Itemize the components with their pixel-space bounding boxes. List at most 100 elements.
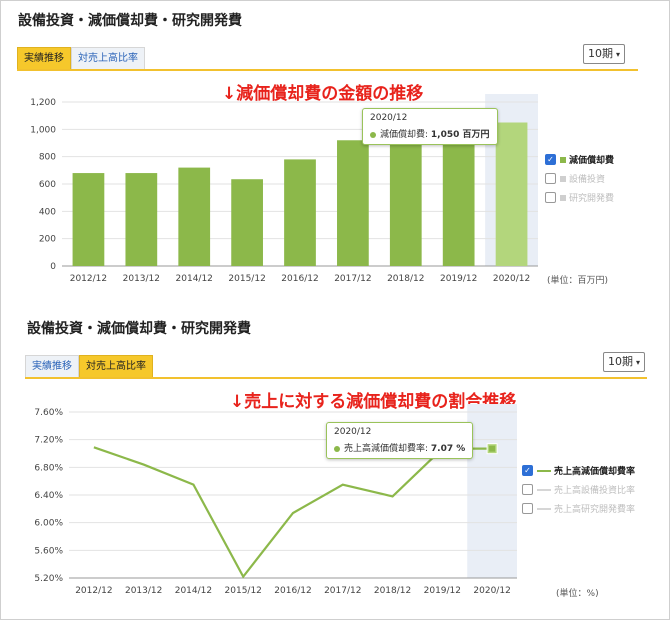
x-tick-label: 2020/12 — [473, 586, 510, 596]
series-line — [93, 446, 444, 579]
tooltip-date: 2020/12 — [334, 427, 372, 437]
x-tick-label: 2019/12 — [424, 586, 461, 596]
x-tick-label: 2014/12 — [176, 274, 213, 284]
tooltip-value: 1,050 百万円 — [430, 130, 490, 140]
annotation-banner: ↓売上に対する減価償却費の割合推移 — [230, 392, 517, 412]
bar — [337, 140, 369, 266]
chart1-legend: ✓ 減価償却費 設備投資 研究開発費 — [545, 150, 614, 207]
bar — [231, 179, 263, 266]
x-tick-label: 2018/12 — [387, 274, 424, 284]
period-select[interactable]: 10期 ▾ — [603, 352, 646, 372]
x-tick-label: 2018/12 — [374, 586, 411, 596]
y-tick-label: 800 — [39, 153, 56, 163]
legend-line-swatch — [537, 507, 551, 510]
annotation-banner: ↓減価償却費の金額の推移 — [222, 84, 424, 104]
checkbox-icon[interactable] — [545, 173, 556, 184]
unit-label: (単位：百万円) — [547, 276, 609, 286]
tab-sales-ratio[interactable]: 対売上高比率 — [79, 355, 153, 378]
legend-item-capex[interactable]: 設備投資 — [545, 169, 614, 188]
legend-label: 減価償却費 — [569, 156, 615, 166]
tab-results[interactable]: 実績推移 — [17, 47, 71, 70]
y-tick-label: 600 — [39, 180, 56, 190]
x-tick-label: 2019/12 — [440, 274, 477, 284]
x-tick-label: 2012/12 — [70, 274, 107, 284]
chevron-down-icon: ▾ — [616, 50, 621, 59]
checkbox-icon[interactable] — [522, 503, 533, 514]
legend-swatch — [560, 194, 566, 201]
y-tick-label: 1,200 — [30, 98, 56, 108]
y-tick-label: 7.60% — [34, 408, 63, 418]
tab-underline — [17, 69, 638, 71]
tooltip-label: 売上高減価償却費率: — [344, 444, 429, 454]
legend-item-rnd[interactable]: 研究開発費 — [545, 188, 614, 207]
legend-line-swatch — [537, 469, 551, 472]
checkbox-icon[interactable] — [522, 484, 533, 495]
legend-item-capex-ratio[interactable]: 売上高設備投資比率 — [522, 480, 635, 499]
legend-label: 研究開発費 — [569, 194, 615, 204]
line-chart: 5.20% 5.60% 6.00% 6.40% 6.80% 7.20% 7.60% 2012/… — [34, 404, 517, 596]
checkbox-checked-icon[interactable]: ✓ — [545, 154, 556, 165]
y-tick-label: 6.40% — [34, 491, 63, 501]
bar — [495, 122, 528, 266]
tooltip-label: 減価償却費: — [380, 130, 429, 140]
y-tick-label: 400 — [39, 207, 56, 217]
legend-swatch — [560, 156, 566, 163]
y-tick-label: 200 — [39, 235, 56, 245]
x-tick-label: 2017/12 — [324, 586, 361, 596]
chart1-tooltip: 2020/12 減価償却費: 1,050 百万円 — [362, 108, 498, 145]
x-tick-label: 2012/12 — [75, 586, 112, 596]
legend-label: 売上高設備投資比率 — [554, 486, 636, 496]
tab-underline — [25, 377, 647, 379]
x-tick-label: 2016/12 — [274, 586, 311, 596]
legend-line-swatch — [537, 488, 551, 491]
y-tick-label: 0 — [50, 262, 56, 272]
bar-chart: 0 200 400 600 800 1,000 1,200 2012/12 2013/12 201… — [30, 94, 538, 284]
chart2-legend: ✓ 売上高減価償却費率 売上高設備投資比率 売上高研究開発費率 — [522, 461, 635, 518]
x-tick-label: 2013/12 — [125, 586, 162, 596]
checkbox-icon[interactable] — [545, 192, 556, 203]
chevron-down-icon: ▾ — [636, 358, 641, 367]
section2-title: 設備投資・減価償却費・研究開発費 — [27, 321, 251, 337]
data-point — [489, 445, 496, 452]
x-tick-label: 2014/12 — [175, 586, 212, 596]
highlight-band — [467, 404, 517, 578]
unit-label: (単位：%) — [556, 589, 599, 599]
bar — [284, 159, 316, 266]
tooltip-value: 7.07 % — [430, 444, 466, 454]
x-tick-label: 2013/12 — [123, 274, 160, 284]
x-tick-label: 2015/12 — [225, 586, 262, 596]
y-tick-label: 1,000 — [30, 125, 56, 135]
y-tick-label: 7.20% — [34, 436, 63, 446]
y-tick-label: 5.20% — [34, 574, 63, 584]
legend-label: 売上高研究開発費率 — [554, 505, 636, 515]
legend-swatch — [560, 175, 566, 182]
y-tick-label: 5.60% — [34, 546, 63, 556]
x-tick-label: 2017/12 — [334, 274, 371, 284]
chart2-tooltip: 2020/12 売上高減価償却費率: 7.07 % — [326, 422, 474, 459]
bar — [125, 173, 158, 266]
section2-tabs: 実績推移 対売上高比率 — [25, 355, 153, 378]
y-tick-label: 6.80% — [34, 463, 63, 473]
legend-item-rnd-ratio[interactable]: 売上高研究開発費率 — [522, 499, 635, 518]
checkbox-checked-icon[interactable]: ✓ — [522, 465, 533, 476]
bar — [178, 167, 211, 266]
section1-title: 設備投資・減価償却費・研究開発費 — [18, 13, 242, 29]
tab-sales-ratio[interactable]: 対売上高比率 — [71, 47, 145, 70]
period-select-value: 10期 — [608, 355, 633, 368]
x-tick-label: 2015/12 — [228, 274, 265, 284]
period-select[interactable]: 10期 ▾ — [583, 44, 626, 64]
x-tick-label: 2016/12 — [281, 274, 318, 284]
section1-tabs: 実績推移 対売上高比率 — [17, 47, 145, 70]
x-tick-label: 2020/12 — [493, 274, 530, 284]
y-tick-label: 6.00% — [34, 519, 63, 529]
bar — [72, 173, 105, 266]
legend-label: 売上高減価償却費率 — [554, 467, 636, 477]
tooltip-dot-icon — [370, 131, 376, 138]
tooltip-dot-icon — [334, 445, 340, 452]
legend-item-depreciation-ratio[interactable]: ✓ 売上高減価償却費率 — [522, 461, 635, 480]
legend-item-depreciation[interactable]: ✓ 減価償却費 — [545, 150, 614, 169]
bar — [389, 129, 422, 266]
legend-label: 設備投資 — [569, 175, 606, 185]
tooltip-date: 2020/12 — [370, 113, 408, 123]
tab-results[interactable]: 実績推移 — [25, 355, 79, 378]
